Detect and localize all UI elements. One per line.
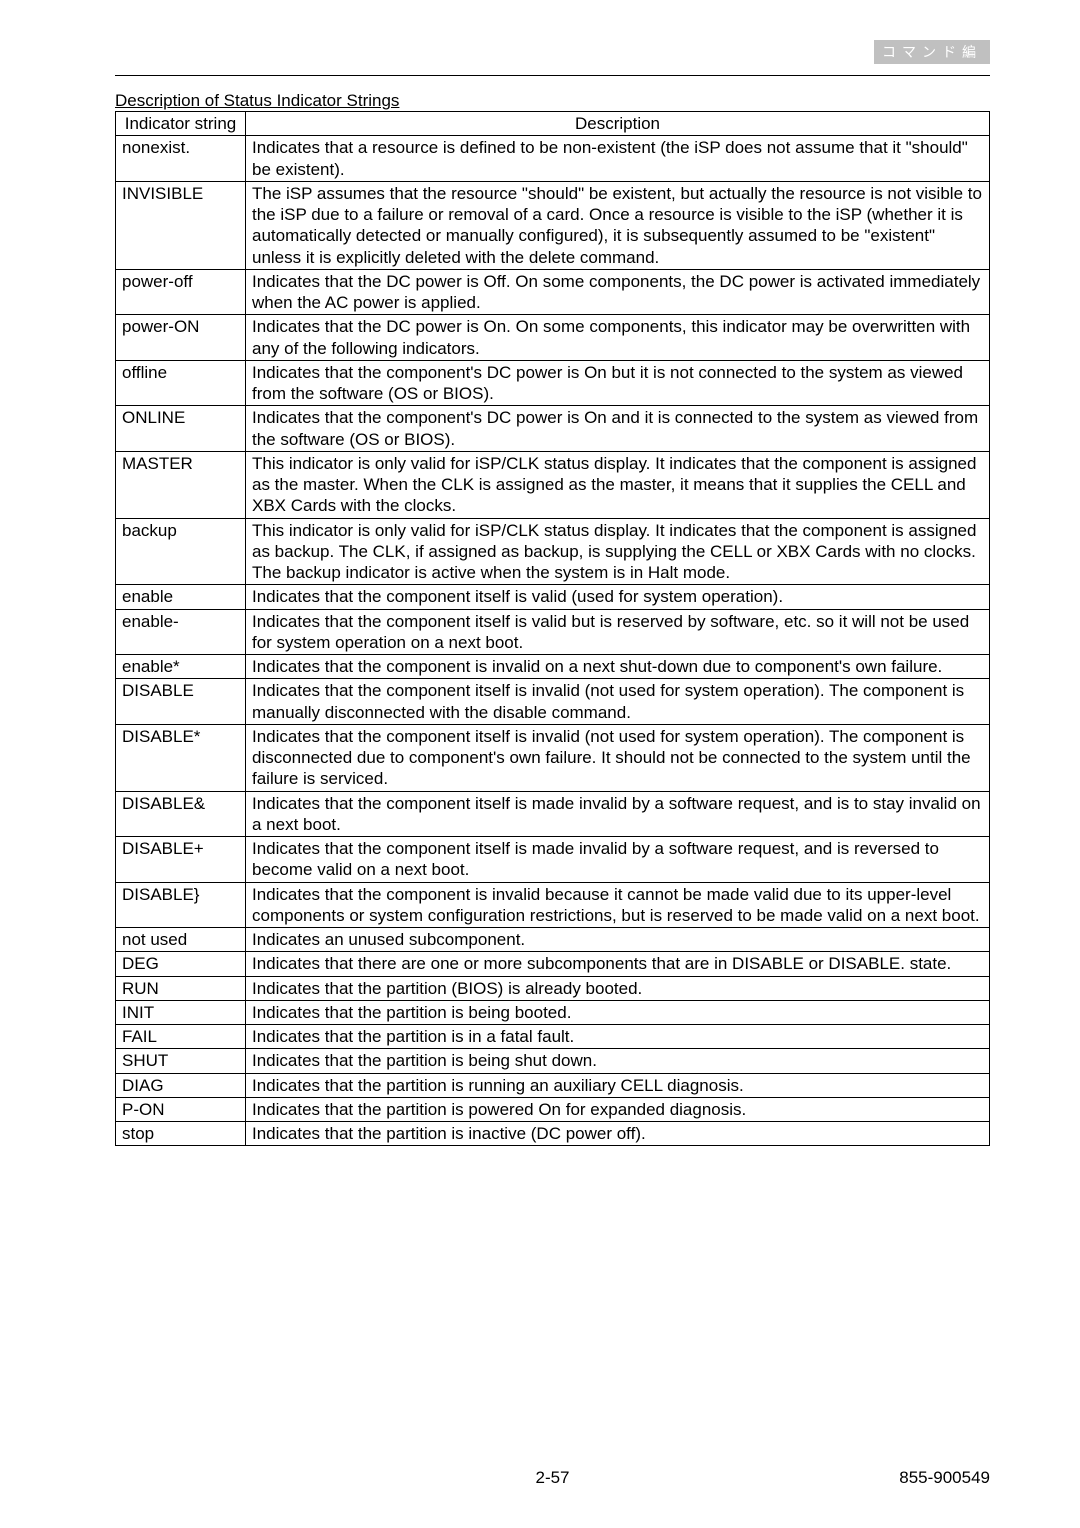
cell-description: Indicates that the partition is in a fat… [246, 1025, 990, 1049]
table-row: enableIndicates that the component itsel… [116, 585, 990, 609]
table-row: FAILIndicates that the partition is in a… [116, 1025, 990, 1049]
cell-description: The iSP assumes that the resource "shoul… [246, 181, 990, 269]
table-row: DISABLE*Indicates that the component its… [116, 724, 990, 791]
table-row: not usedIndicates an unused subcomponent… [116, 928, 990, 952]
table-row: DISABLEIndicates that the component itse… [116, 679, 990, 725]
col-indicator: Indicator string [116, 112, 246, 136]
table-row: DISABLE}Indicates that the component is … [116, 882, 990, 928]
cell-indicator: DISABLE} [116, 882, 246, 928]
cell-description: Indicates that the component is invalid … [246, 882, 990, 928]
cell-indicator: DEG [116, 952, 246, 976]
cell-indicator: SHUT [116, 1049, 246, 1073]
cell-indicator: DIAG [116, 1073, 246, 1097]
doc-number: 855-900549 [899, 1468, 990, 1488]
cell-indicator: not used [116, 928, 246, 952]
cell-description: Indicates that the component itself is v… [246, 585, 990, 609]
table-row: DIAGIndicates that the partition is runn… [116, 1073, 990, 1097]
cell-description: Indicates that the component itself is v… [246, 609, 990, 655]
cell-indicator: RUN [116, 976, 246, 1000]
cell-indicator: backup [116, 518, 246, 585]
cell-indicator: DISABLE [116, 679, 246, 725]
page-number: 2-57 [535, 1468, 569, 1488]
cell-description: Indicates that the component's DC power … [246, 360, 990, 406]
cell-indicator: offline [116, 360, 246, 406]
table-row: power-offIndicates that the DC power is … [116, 269, 990, 315]
cell-indicator: INVISIBLE [116, 181, 246, 269]
table-row: MASTERThis indicator is only valid for i… [116, 451, 990, 518]
cell-description: Indicates that the DC power is Off. On s… [246, 269, 990, 315]
table-row: INITIndicates that the partition is bein… [116, 1000, 990, 1024]
cell-indicator: P-ON [116, 1097, 246, 1121]
cell-indicator: DISABLE+ [116, 837, 246, 883]
table-row: backupThis indicator is only valid for i… [116, 518, 990, 585]
table-row: INVISIBLEThe iSP assumes that the resour… [116, 181, 990, 269]
cell-description: Indicates that the partition is inactive… [246, 1122, 990, 1146]
page-footer: 2-57 855-900549 [115, 1468, 990, 1488]
cell-indicator: FAIL [116, 1025, 246, 1049]
table-row: DISABLE+Indicates that the component its… [116, 837, 990, 883]
cell-indicator: MASTER [116, 451, 246, 518]
cell-indicator: stop [116, 1122, 246, 1146]
cell-description: This indicator is only valid for iSP/CLK… [246, 518, 990, 585]
cell-description: Indicates that the partition is running … [246, 1073, 990, 1097]
table-row: SHUTIndicates that the partition is bein… [116, 1049, 990, 1073]
cell-indicator: enable- [116, 609, 246, 655]
table-row: stopIndicates that the partition is inac… [116, 1122, 990, 1146]
table-row: enable*Indicates that the component is i… [116, 655, 990, 679]
table-row: enable-Indicates that the component itse… [116, 609, 990, 655]
cell-description: Indicates that the component itself is i… [246, 724, 990, 791]
table-header-row: Indicator string Description [116, 112, 990, 136]
cell-description: Indicates that the component is invalid … [246, 655, 990, 679]
cell-description: Indicates that the partition is being bo… [246, 1000, 990, 1024]
cell-indicator: INIT [116, 1000, 246, 1024]
table-row: DEGIndicates that there are one or more … [116, 952, 990, 976]
cell-description: Indicates that there are one or more sub… [246, 952, 990, 976]
table-row: power-ONIndicates that the DC power is O… [116, 315, 990, 361]
cell-indicator: ONLINE [116, 406, 246, 452]
cell-indicator: power-ON [116, 315, 246, 361]
cell-indicator: DISABLE& [116, 791, 246, 837]
table-row: P-ONIndicates that the partition is powe… [116, 1097, 990, 1121]
cell-description: This indicator is only valid for iSP/CLK… [246, 451, 990, 518]
cell-description: Indicates that a resource is defined to … [246, 136, 990, 182]
cell-description: Indicates that the component itself is i… [246, 679, 990, 725]
cell-indicator: enable* [116, 655, 246, 679]
cell-description: Indicates that the partition is being sh… [246, 1049, 990, 1073]
cell-indicator: enable [116, 585, 246, 609]
cell-description: Indicates that the partition is powered … [246, 1097, 990, 1121]
table-row: offlineIndicates that the component's DC… [116, 360, 990, 406]
cell-description: Indicates that the partition (BIOS) is a… [246, 976, 990, 1000]
table-row: DISABLE&Indicates that the component its… [116, 791, 990, 837]
table-caption: Description of Status Indicator Strings [115, 91, 990, 111]
cell-description: Indicates that the component itself is m… [246, 791, 990, 837]
table-row: nonexist.Indicates that a resource is de… [116, 136, 990, 182]
table-row: ONLINEIndicates that the component's DC … [116, 406, 990, 452]
header-tag: コマンド編 [874, 40, 990, 64]
cell-description: Indicates an unused subcomponent. [246, 928, 990, 952]
status-indicator-table: Indicator string Description nonexist.In… [115, 111, 990, 1146]
col-description: Description [246, 112, 990, 136]
cell-description: Indicates that the component's DC power … [246, 406, 990, 452]
cell-description: Indicates that the component itself is m… [246, 837, 990, 883]
cell-indicator: DISABLE* [116, 724, 246, 791]
cell-indicator: nonexist. [116, 136, 246, 182]
cell-indicator: power-off [116, 269, 246, 315]
cell-description: Indicates that the DC power is On. On so… [246, 315, 990, 361]
divider [115, 75, 990, 76]
table-row: RUNIndicates that the partition (BIOS) i… [116, 976, 990, 1000]
